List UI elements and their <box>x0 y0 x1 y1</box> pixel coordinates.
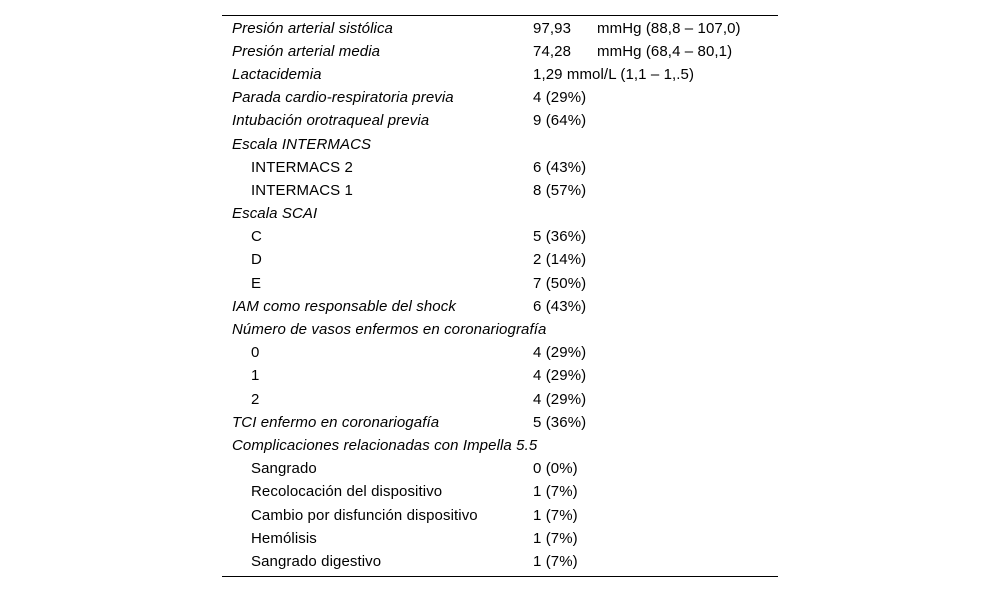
table-row: Escala INTERMACS <box>222 132 778 155</box>
row-label: 1 <box>251 367 260 385</box>
table-row: D 2 (14%) <box>222 248 778 271</box>
table-row: 0 4 (29%) <box>222 341 778 364</box>
row-value: 9 (64%) <box>533 112 586 129</box>
table-row: 2 4 (29%) <box>222 388 778 411</box>
row-value: 97,93 mmHg (88,8 – 107,0) <box>533 20 741 37</box>
row-value-number: 4 (29%) <box>533 344 587 362</box>
table-row: Intubación orotraqueal previa 9 (64%) <box>222 109 778 132</box>
table-row: Sangrado digestivo 1 (7%) <box>222 550 778 573</box>
row-value: 4 (29%) <box>533 367 586 384</box>
row-value: 4 (29%) <box>533 89 586 106</box>
row-label: Sangrado digestivo <box>251 552 382 570</box>
row-value: 6 (43%) <box>533 298 586 315</box>
row-label: Presión arterial sistólica <box>232 19 393 37</box>
row-value-number: 1 (7%) <box>533 552 578 570</box>
table-row: Lactacidemia 1,29 mmol/L (1,1 – 1,.5) <box>222 63 778 86</box>
row-value: 1 (7%) <box>533 530 578 547</box>
table-row: Recolocación del dispositivo 1 (7%) <box>222 480 778 503</box>
table-row: Escala SCAI <box>222 202 778 225</box>
row-value: 4 (29%) <box>533 391 586 408</box>
row-value-number: 1 (7%) <box>533 483 578 501</box>
row-value: 6 (43%) <box>533 159 586 176</box>
row-value: 5 (36%) <box>533 228 586 245</box>
row-value-number: 8 (57%) <box>533 181 587 199</box>
row-value: 8 (57%) <box>533 182 586 199</box>
row-label: 0 <box>251 344 260 362</box>
table-row: 1 4 (29%) <box>222 364 778 387</box>
row-value-unit: mmHg (88,8 – 107,0) <box>597 19 741 37</box>
row-value-number: 5 (36%) <box>533 413 587 431</box>
row-label: Sangrado <box>251 460 317 478</box>
row-value-number: 97,93 <box>533 19 572 37</box>
table-row: Parada cardio-respiratoria previa 4 (29%… <box>222 86 778 109</box>
table-row: Sangrado 0 (0%) <box>222 457 778 480</box>
row-value: 7 (50%) <box>533 275 586 292</box>
row-value-number: 1 (7%) <box>533 506 578 524</box>
row-value: 1,29 mmol/L (1,1 – 1,.5) <box>533 66 694 83</box>
row-value: 1 (7%) <box>533 507 578 524</box>
row-label: INTERMACS 2 <box>251 158 353 176</box>
row-value-number: 4 (29%) <box>533 89 587 107</box>
table-row: Presión arterial sistólica 97,93 mmHg (88… <box>222 17 778 40</box>
row-label: IAM como responsable del shock <box>232 297 456 315</box>
table-row: C 5 (36%) <box>222 225 778 248</box>
row-label: Parada cardio-respiratoria previa <box>232 89 454 107</box>
row-label: TCI enfermo en coronariogafía <box>232 413 440 431</box>
row-value-number: 9 (64%) <box>533 112 587 130</box>
table-row: Número de vasos enfermos en coronariogra… <box>222 318 778 341</box>
row-value: 0 (0%) <box>533 460 578 477</box>
row-value-number: 1 (7%) <box>533 529 578 547</box>
row-value-number: 1,29 mmol/L (1,1 – 1,.5) <box>533 65 695 83</box>
row-value-number: 4 (29%) <box>533 367 587 385</box>
row-label: Escala INTERMACS <box>232 135 372 153</box>
row-value-number: 0 (0%) <box>533 460 578 478</box>
row-value: 74,28 mmHg (68,4 – 80,1) <box>533 43 732 60</box>
table-row: IAM como responsable del shock 6 (43%) <box>222 295 778 318</box>
row-value: 5 (36%) <box>533 414 586 431</box>
patient-characteristics-table: Presión arterial sistólica 97,93 mmHg (88… <box>222 15 778 577</box>
row-label: E <box>251 274 262 292</box>
row-label: Número de vasos enfermos en coronariogra… <box>232 321 547 339</box>
table-row: TCI enfermo en coronariogafía 5 (36%) <box>222 411 778 434</box>
row-label: Recolocación del dispositivo <box>251 483 443 501</box>
row-label: INTERMACS 1 <box>251 181 353 199</box>
row-label: 2 <box>251 390 260 408</box>
row-value-number: 6 (43%) <box>533 158 587 176</box>
row-value-number: 6 (43%) <box>533 297 587 315</box>
row-value-number: 2 (14%) <box>533 251 587 269</box>
table-row: Complicaciones relacionadas con Impella … <box>222 434 778 457</box>
table-row: INTERMACS 1 8 (57%) <box>222 179 778 202</box>
table-row: INTERMACS 2 6 (43%) <box>222 156 778 179</box>
table-row: E 7 (50%) <box>222 272 778 295</box>
row-label: C <box>251 228 262 246</box>
row-value-number: 5 (36%) <box>533 228 587 246</box>
row-value: 2 (14%) <box>533 251 586 268</box>
table-row: Hemólisis 1 (7%) <box>222 527 778 550</box>
row-label: Cambio por disfunción dispositivo <box>251 506 478 524</box>
row-label: D <box>251 251 262 269</box>
table-row: Cambio por disfunción dispositivo 1 (7%) <box>222 503 778 526</box>
row-value-number: 74,28 <box>533 42 572 60</box>
row-value-number: 7 (50%) <box>533 274 587 292</box>
row-label: Escala SCAI <box>232 205 318 223</box>
row-label: Intubación orotraqueal previa <box>232 112 430 130</box>
row-label: Complicaciones relacionadas con Impella … <box>232 436 538 454</box>
row-value-number: 4 (29%) <box>533 390 587 408</box>
row-value-unit: mmHg (68,4 – 80,1) <box>597 42 733 60</box>
row-label: Lactacidemia <box>232 65 322 83</box>
row-value: 4 (29%) <box>533 344 586 361</box>
row-value: 1 (7%) <box>533 483 578 500</box>
table-row: Presión arterial media 74,28 mmHg (68,4 –… <box>222 40 778 63</box>
row-label: Hemólisis <box>251 529 317 547</box>
row-label: Presión arterial media <box>232 42 381 60</box>
row-value: 1 (7%) <box>533 553 578 570</box>
